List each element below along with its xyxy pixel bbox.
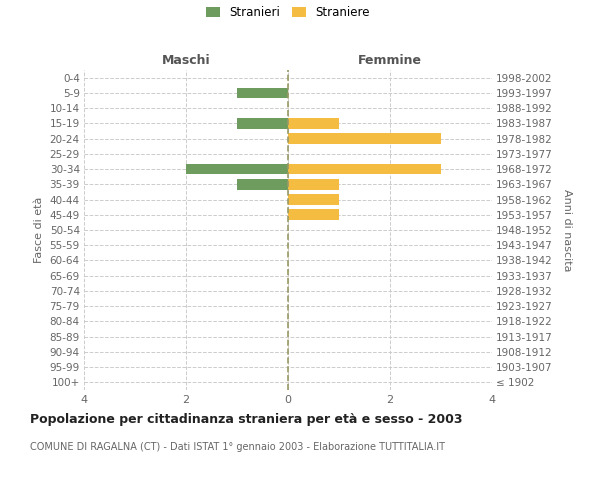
- Legend: Stranieri, Straniere: Stranieri, Straniere: [206, 6, 370, 19]
- Y-axis label: Anni di nascita: Anni di nascita: [562, 188, 572, 271]
- Bar: [288, 164, 441, 174]
- Text: Maschi: Maschi: [161, 54, 211, 68]
- Bar: [288, 118, 339, 128]
- Bar: [288, 133, 441, 144]
- Bar: [237, 179, 288, 190]
- Bar: [237, 88, 288, 98]
- Bar: [288, 194, 339, 205]
- Text: COMUNE DI RAGALNA (CT) - Dati ISTAT 1° gennaio 2003 - Elaborazione TUTTITALIA.IT: COMUNE DI RAGALNA (CT) - Dati ISTAT 1° g…: [30, 442, 445, 452]
- Text: Femmine: Femmine: [358, 54, 422, 68]
- Y-axis label: Fasce di età: Fasce di età: [34, 197, 44, 263]
- Bar: [237, 118, 288, 128]
- Bar: [186, 164, 288, 174]
- Text: Popolazione per cittadinanza straniera per età e sesso - 2003: Popolazione per cittadinanza straniera p…: [30, 412, 463, 426]
- Bar: [288, 179, 339, 190]
- Bar: [288, 210, 339, 220]
